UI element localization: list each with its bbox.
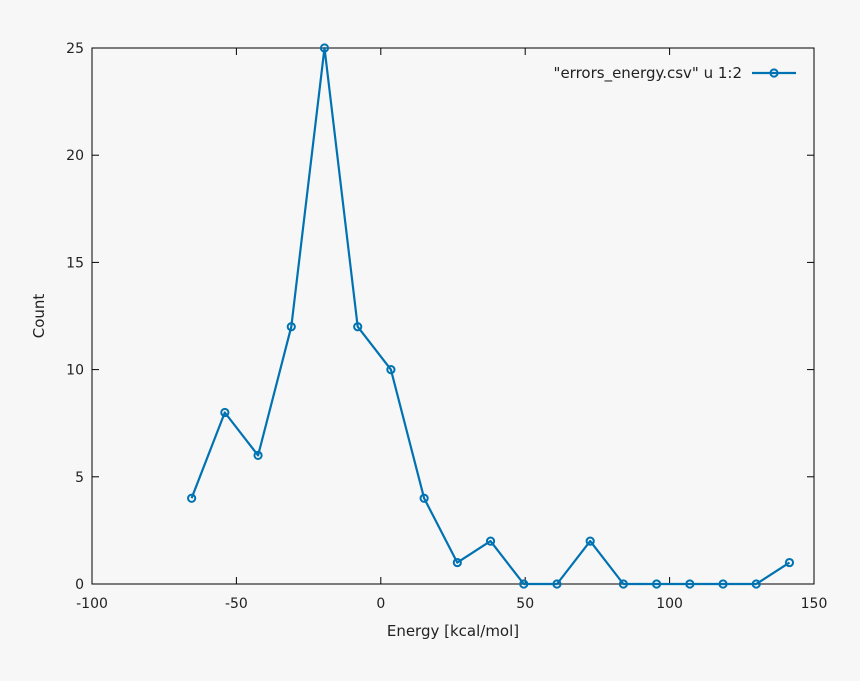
- data-point: [253, 450, 263, 460]
- data-point: [718, 579, 728, 589]
- data-point: [652, 579, 662, 589]
- y-tick-label: 15: [66, 255, 84, 271]
- data-point: [519, 579, 529, 589]
- data-point: [685, 579, 695, 589]
- y-tick-label: 25: [66, 41, 84, 57]
- y-tick-label: 5: [75, 470, 84, 486]
- data-point: [585, 536, 595, 546]
- data-point: [353, 322, 363, 332]
- x-tick-label: 50: [516, 596, 534, 612]
- x-tick-label: 150: [801, 596, 828, 612]
- data-point: [452, 557, 462, 568]
- data-point: [485, 536, 496, 546]
- y-tick-label: 0: [75, 577, 84, 593]
- legend-marker: [769, 68, 779, 78]
- y-tick-label: 10: [66, 363, 84, 379]
- data-point: [286, 322, 296, 332]
- data-point: [784, 557, 795, 568]
- y-axis-label: Count: [30, 294, 48, 339]
- series-line: [190, 46, 791, 586]
- data-point: [220, 407, 230, 418]
- data-point: [751, 579, 761, 589]
- x-tick-label: -100: [76, 596, 108, 612]
- data-point: [319, 43, 330, 53]
- legend: "errors_energy.csv" u 1:2: [554, 64, 796, 83]
- data-point: [552, 579, 562, 589]
- plot-frame: [91, 47, 815, 585]
- legend-label: "errors_energy.csv" u 1:2: [554, 64, 742, 83]
- y-axis-ticks: 0 5 10 15 20 25: [66, 41, 814, 593]
- x-axis-ticks: -100 -50 0 50 100 150: [76, 48, 827, 612]
- x-tick-label: 0: [376, 596, 385, 612]
- x-tick-label: -50: [225, 596, 248, 612]
- x-axis-label: Energy [kcal/mol]: [387, 622, 519, 640]
- data-point: [419, 493, 429, 503]
- series-layer: [187, 43, 795, 589]
- y-tick-label: 20: [66, 148, 84, 164]
- x-tick-label: 100: [656, 596, 683, 612]
- data-point: [618, 579, 628, 589]
- data-point: [187, 493, 197, 503]
- data-point: [386, 365, 396, 375]
